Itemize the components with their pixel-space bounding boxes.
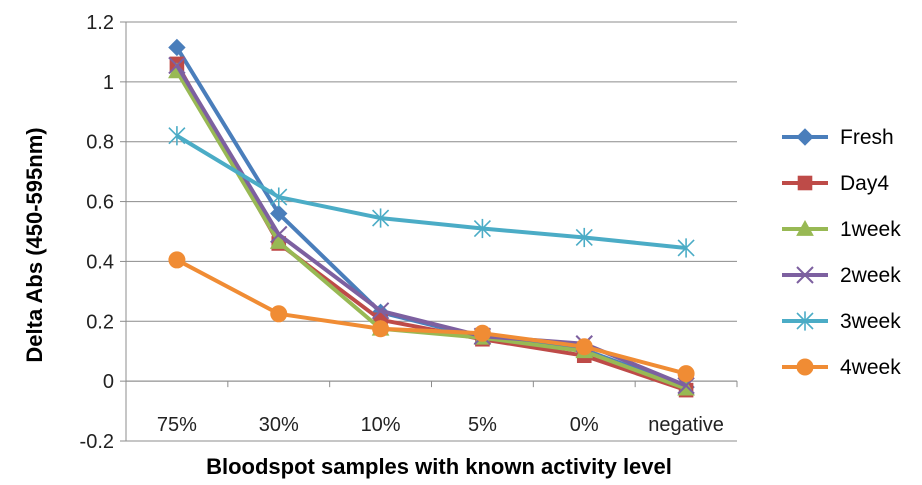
data-point	[575, 227, 593, 248]
series-4week	[168, 251, 695, 383]
legend-label: 1week	[840, 218, 901, 241]
y-tick-label: 1	[103, 72, 114, 94]
data-point	[270, 204, 288, 223]
data-point	[168, 126, 186, 146]
legend-item: Fresh	[782, 126, 894, 149]
data-point	[677, 379, 695, 396]
x-tick-label: 5%	[468, 414, 497, 436]
series-line	[175, 64, 687, 388]
series-2week	[168, 56, 695, 395]
x-tick-label: 75%	[157, 414, 197, 436]
series-line	[175, 134, 687, 250]
series-1week	[168, 62, 695, 396]
legend-label: 3week	[840, 310, 901, 333]
y-tick-label: 0	[103, 371, 114, 393]
y-tick-label: 0.4	[86, 251, 114, 273]
legend-marker	[796, 311, 814, 331]
y-tick-label: 0.6	[86, 192, 114, 214]
series-line	[175, 258, 687, 376]
series-Day4	[169, 56, 694, 398]
legend-marker	[796, 266, 814, 284]
x-tick-label: 10%	[361, 414, 401, 436]
data-point	[371, 302, 390, 320]
data-point	[168, 251, 186, 269]
legend-marker	[796, 219, 814, 236]
data-point	[575, 338, 593, 356]
data-point	[168, 56, 186, 75]
data-point	[473, 324, 491, 342]
y-tick-label: 1.2	[86, 12, 114, 34]
legend-marker	[796, 358, 814, 376]
legend-item: 1week	[782, 218, 901, 241]
data-point	[270, 305, 288, 323]
data-point	[270, 187, 288, 207]
y-tick-label: 0.2	[86, 311, 114, 333]
series-line	[175, 70, 687, 391]
data-point	[269, 232, 288, 249]
series-line	[175, 62, 687, 393]
y-tick-label: -0.2	[80, 431, 114, 453]
series-3week	[168, 126, 695, 258]
x-tick-label: negative	[648, 414, 724, 436]
series-group	[168, 38, 695, 398]
x-tick-label: 30%	[259, 414, 299, 436]
y-axis-title: Delta Abs (450-595nm)	[22, 127, 47, 362]
data-point	[677, 376, 695, 395]
legend-marker	[797, 175, 813, 191]
legend-label: 4week	[840, 356, 901, 379]
data-point	[270, 225, 288, 244]
axes: -0.2 0 0.2 0.4 0.6 0.8 1 1.2 75% 30% 10% 5% 0% negati…	[80, 12, 738, 453]
legend-label: Fresh	[840, 126, 894, 149]
legend-item: 2week	[782, 264, 901, 287]
legend-item: 4week	[782, 356, 901, 379]
legend-item: 3week	[782, 310, 901, 333]
data-point	[372, 208, 390, 228]
x-axis-title: Bloodspot samples with known activity le…	[206, 454, 672, 479]
legend-label: 2week	[840, 264, 901, 287]
legend-item: Day4	[782, 172, 889, 195]
legend-label: Day4	[840, 172, 889, 195]
legend-marker	[796, 128, 814, 146]
series-Fresh	[168, 38, 695, 396]
data-point	[168, 38, 186, 57]
data-point	[677, 365, 695, 383]
y-tick-label: 0.8	[86, 132, 114, 154]
data-point	[372, 320, 390, 338]
legend: Fresh Day4 1week 2week 3week 4week	[782, 126, 901, 379]
data-point	[677, 238, 695, 258]
x-tick-label: 0%	[570, 414, 599, 436]
series-line	[175, 46, 687, 390]
data-point	[473, 218, 491, 239]
